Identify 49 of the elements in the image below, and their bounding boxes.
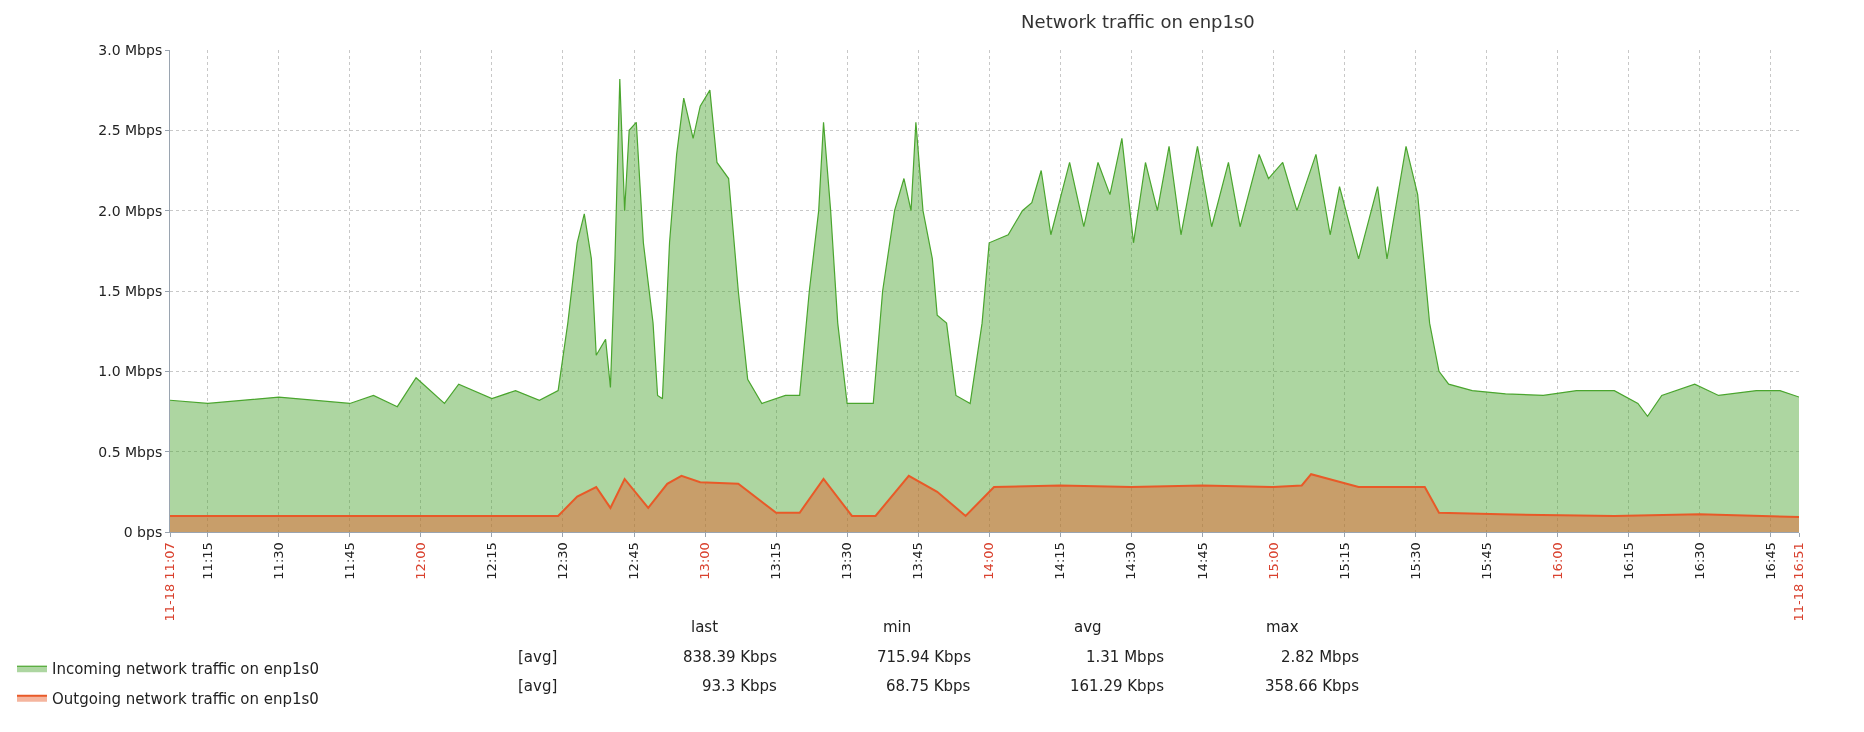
text: 2.82 Mbps <box>1281 648 1360 666</box>
x-tick-label: 16:15 <box>1620 542 1636 580</box>
x-tick-label: 12:45 <box>626 542 642 580</box>
y-tick-label: 0.5 Mbps <box>98 443 163 460</box>
x-tick-label: 11:30 <box>271 542 287 580</box>
text: [avg] <box>518 648 558 666</box>
x-tick-label: 12:15 <box>484 542 500 580</box>
text: min <box>883 618 912 636</box>
x-tick-label: 14:30 <box>1123 542 1139 580</box>
text: 93.3 Kbps <box>702 677 778 695</box>
text: avg <box>1074 618 1102 636</box>
x-tick-label: 12:00 <box>413 542 429 580</box>
text: 358.66 Kbps <box>1265 677 1360 695</box>
x-tick-label: 13:00 <box>697 542 713 580</box>
y-tick-label: 3.0 Mbps <box>98 41 163 58</box>
x-tick-label: 14:45 <box>1194 542 1210 580</box>
text: max <box>1266 618 1299 636</box>
x-tick-label: 13:30 <box>839 542 855 580</box>
x-tick-label: 14:00 <box>981 542 997 580</box>
x-tick-label: 16:30 <box>1691 542 1707 580</box>
x-tick-label: 15:45 <box>1478 542 1494 580</box>
x-tick-label: 11:45 <box>342 542 358 580</box>
x-tick-label: 11:15 <box>200 542 216 580</box>
text: 1.31 Mbps <box>1086 648 1165 666</box>
x-tick-label: 12:30 <box>555 542 571 580</box>
x-tick-label: 15:00 <box>1265 542 1281 580</box>
x-tick-label: 16:00 <box>1549 542 1565 580</box>
text: [avg] <box>518 677 558 695</box>
y-tick-label: 1.5 Mbps <box>98 282 163 299</box>
x-tick-label: 13:15 <box>768 542 784 580</box>
text: 838.39 Kbps <box>683 648 778 666</box>
x-tick-label: 16:45 <box>1762 542 1778 580</box>
chart-title: Network traffic on enp1s0 <box>1021 11 1255 33</box>
legend-label: Incoming network traffic on enp1s0 <box>52 660 319 679</box>
y-tick-label: 2.0 Mbps <box>98 202 163 219</box>
x-tick-label: 15:15 <box>1336 542 1352 580</box>
legend-label: Outgoing network traffic on enp1s0 <box>52 689 319 708</box>
y-tick-label: 1.0 Mbps <box>98 363 163 380</box>
x-tick-label: 15:30 <box>1407 542 1423 580</box>
y-tick-label: 2.5 Mbps <box>98 122 163 139</box>
text: 715.94 Kbps <box>877 648 972 666</box>
text: last <box>691 618 719 636</box>
x-tick-label: 14:15 <box>1052 542 1068 580</box>
x-tick-label: 13:45 <box>910 542 926 580</box>
x-tick-label: 11-18 11:07 <box>162 542 178 622</box>
text: 68.75 Kbps <box>886 677 971 695</box>
text: 161.29 Kbps <box>1070 677 1165 695</box>
y-tick-label: 0 bps <box>123 523 163 540</box>
x-tick-label: 11-18 16:51 <box>1791 542 1807 622</box>
